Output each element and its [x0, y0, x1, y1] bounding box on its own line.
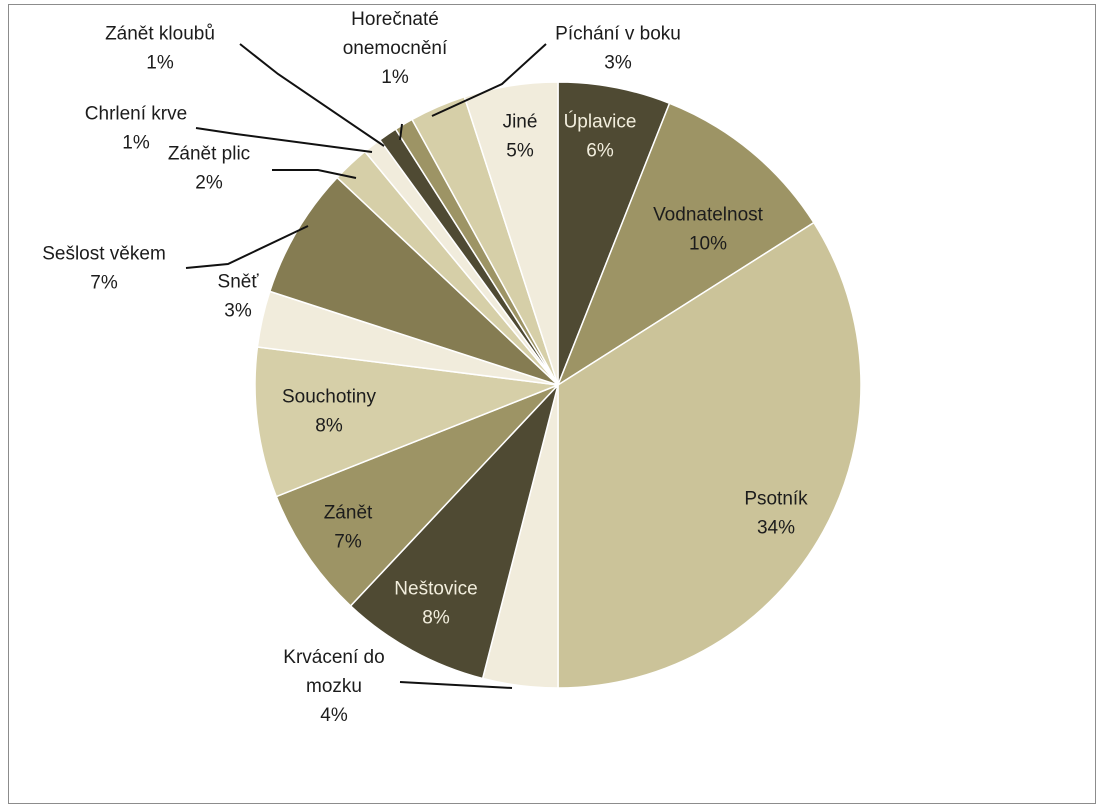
- pie-slice-souchotiny: [254, 346, 559, 498]
- data-label-chrleni-krve: Chrlení krve 1%: [85, 104, 187, 154]
- data-label-uplavice: Úplavice 6%: [564, 111, 637, 162]
- leader-line-zanet-plic: [272, 169, 357, 179]
- leader-lines: [185, 43, 547, 689]
- data-label-seslost-vekem: Sešlost věkem 7%: [42, 244, 166, 294]
- leader-line-chrleni-krve: [195, 127, 373, 153]
- data-label-nestovice: Neštovice 8%: [394, 579, 477, 629]
- leader-line-seslost-vekem: [185, 225, 309, 269]
- data-label-jine: Jiné 5%: [503, 112, 538, 162]
- pie-slice-jine: [463, 81, 559, 386]
- data-label-psotnik: Psotník 34%: [744, 489, 808, 539]
- data-label-vodnatelnost: Vodnatelnost 10%: [653, 205, 764, 255]
- leader-line-pichani-v-boku: [431, 43, 547, 117]
- leader-line-krvaceni-do-mozku: [399, 681, 513, 689]
- leader-line-zanet-kloubu: [239, 43, 385, 147]
- data-label-zanet: Zánět 7%: [324, 503, 373, 553]
- pie-slices: [254, 81, 862, 689]
- data-label-pichani-v-boku: Píchání v boku 3%: [555, 24, 681, 74]
- pie-slice-nestovice: [349, 384, 559, 680]
- data-label-zanet-kloubu: Zánět kloubů 1%: [105, 24, 215, 74]
- data-label-horecnate-onemocneni: Horečnaté onemocnění 1%: [343, 9, 448, 88]
- data-label-souchotiny: Souchotiny 8%: [282, 387, 377, 437]
- data-label-krvaceni-do-mozku: Krvácení do mozku 4%: [283, 647, 384, 726]
- pie-slice-zanet: [275, 384, 559, 607]
- data-labels: Úplavice 6% Vodnatelnost 10% Psotník 34% Krvác…: [42, 9, 808, 726]
- pie-slice-vodnatelnost: [556, 102, 815, 387]
- pie-slice-psotnik: [557, 221, 862, 689]
- data-label-zanet-plic: Zánět plic 2%: [168, 144, 250, 194]
- leader-line-horecnate-onemocneni: [399, 123, 403, 141]
- data-label-snet: Sněť 3%: [218, 272, 260, 322]
- pie-chart: Úplavice 6% Vodnatelnost 10% Psotník 34% Krvác…: [42, 9, 862, 726]
